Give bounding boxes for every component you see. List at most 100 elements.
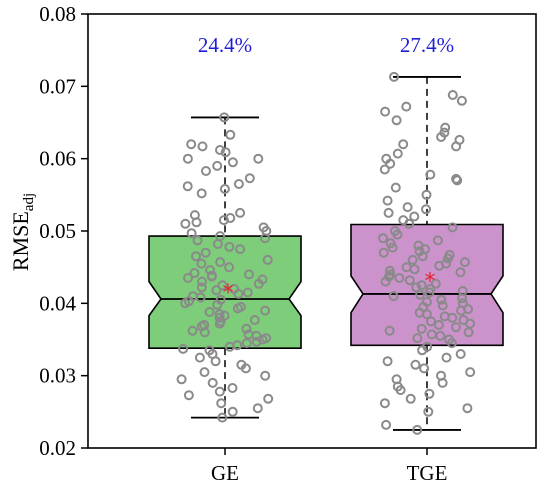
data-point: [241, 338, 252, 349]
data-point: [381, 419, 392, 430]
data-point: [437, 300, 448, 311]
data-point: [244, 269, 254, 280]
data-point: [433, 320, 444, 330]
data-point: [447, 222, 458, 233]
data-point: [378, 247, 389, 258]
data-point: [465, 367, 476, 378]
box-body: [148, 235, 302, 349]
data-point: [183, 390, 194, 401]
y-axis-label-subscript: adj: [21, 193, 37, 211]
data-point: [194, 352, 205, 363]
data-point: [398, 139, 409, 150]
data-point: [204, 307, 215, 317]
data-point: [220, 147, 231, 158]
data-point: [416, 280, 427, 291]
data-point: [394, 273, 405, 283]
data-point: [456, 305, 466, 316]
data-point: [212, 160, 223, 171]
data-point: [224, 262, 235, 273]
data-point: [183, 273, 193, 283]
data-point: [191, 251, 201, 262]
data-point: [195, 292, 206, 303]
data-point: [379, 398, 390, 409]
data-point: [186, 228, 197, 239]
data-point: [405, 393, 416, 404]
data-point: [434, 260, 445, 271]
data-point: [186, 139, 197, 150]
data-point: [212, 299, 223, 310]
data-point: [197, 141, 208, 152]
data-point: [205, 265, 216, 276]
data-point: [380, 276, 391, 287]
x-tick-label: TGE: [407, 461, 448, 485]
data-point: [457, 293, 468, 304]
data-point: [443, 253, 453, 264]
data-point: [384, 265, 395, 276]
data-point: [235, 244, 246, 255]
data-point: [379, 164, 390, 175]
data-point: [416, 323, 427, 334]
data-point: [436, 132, 447, 142]
data-point: [225, 129, 236, 140]
data-point: [235, 207, 246, 218]
data-point: [392, 229, 403, 240]
percent-label: 27.4%: [400, 33, 454, 57]
data-point: [387, 242, 398, 253]
data-point: [382, 356, 393, 367]
data-point: [463, 327, 474, 338]
y-tick-label: 0.07: [39, 74, 76, 98]
box-group-ge: * 24.4%: [148, 33, 302, 423]
data-point: [210, 356, 221, 367]
mean-marker: *: [425, 269, 436, 294]
data-point: [411, 282, 422, 293]
data-point: [178, 343, 189, 354]
data-point: [455, 349, 466, 359]
data-point: [437, 377, 448, 388]
data-point: [417, 345, 428, 356]
y-axis-label-main: RMSE: [8, 211, 33, 271]
data-point: [262, 254, 273, 265]
data-point: [426, 316, 436, 327]
data-point: [232, 303, 243, 314]
data-point: [244, 173, 255, 184]
data-point: [180, 218, 191, 229]
data-point: [211, 285, 222, 296]
data-point: [404, 218, 415, 229]
data-point: [182, 153, 193, 164]
y-tick-label: 0.06: [39, 147, 76, 171]
box-group-tge: * 27.4%: [350, 33, 504, 435]
data-point: [436, 294, 447, 305]
data-point: [201, 166, 211, 176]
y-tick-label: 0.02: [39, 436, 76, 460]
data-point: [224, 241, 235, 252]
data-point: [242, 287, 253, 298]
percent-label: 24.4%: [198, 33, 252, 57]
box-body: [350, 223, 504, 347]
data-point: [217, 280, 228, 291]
data-point: [380, 106, 391, 117]
data-point: [176, 374, 187, 385]
data-point: [182, 181, 193, 192]
data-point: [260, 370, 271, 381]
data-point: [452, 175, 463, 186]
data-point: [459, 257, 470, 268]
data-point: [388, 291, 399, 302]
data-point: [391, 115, 402, 126]
data-point: [227, 406, 238, 417]
data-point: [219, 112, 230, 123]
data-point: [192, 235, 203, 246]
data-point: [199, 327, 210, 338]
data-point: [199, 367, 210, 378]
data-point: [425, 169, 436, 180]
data-point: [382, 195, 393, 206]
data-point: [233, 179, 244, 189]
data-point: [218, 215, 229, 226]
data-point: [404, 275, 415, 286]
data-point: [189, 268, 200, 278]
data-point: [206, 271, 217, 282]
data-point: [227, 383, 238, 393]
data-point: [390, 182, 401, 193]
data-point: [217, 412, 228, 423]
data-point: [402, 202, 413, 213]
